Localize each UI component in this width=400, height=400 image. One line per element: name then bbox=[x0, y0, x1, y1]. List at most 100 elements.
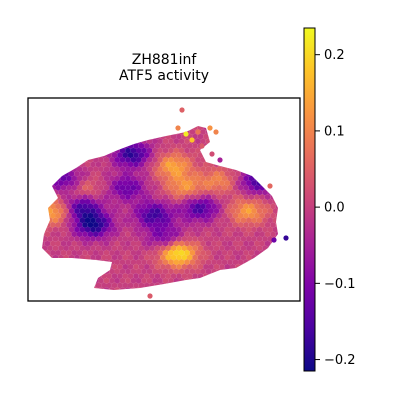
hex-spot bbox=[98, 193, 104, 201]
hex-spot bbox=[71, 212, 77, 219]
hex-spot bbox=[87, 259, 94, 266]
hex-spot bbox=[216, 240, 222, 247]
hex-spot bbox=[71, 156, 77, 163]
hex-spot bbox=[98, 128, 104, 136]
hex-spot bbox=[229, 245, 236, 252]
hex-spot bbox=[232, 231, 239, 238]
hex-spot bbox=[229, 180, 236, 187]
hex-spot bbox=[284, 199, 289, 205]
hex-spot bbox=[119, 249, 126, 256]
hex-spot bbox=[104, 120, 109, 126]
hex-spot bbox=[66, 203, 72, 210]
hex-spot bbox=[176, 217, 182, 224]
hex-spot bbox=[200, 259, 206, 266]
hex-spot bbox=[195, 221, 201, 229]
hex-spot bbox=[76, 138, 83, 145]
hex-spot bbox=[267, 207, 273, 215]
hex-spot bbox=[160, 152, 166, 159]
hex-spot bbox=[114, 286, 120, 290]
hex-spot bbox=[216, 277, 222, 284]
hex-spot bbox=[85, 126, 91, 131]
hex-spot bbox=[200, 286, 206, 290]
hex-spot bbox=[68, 161, 75, 168]
hex-spot bbox=[79, 142, 86, 149]
hex-spot bbox=[146, 184, 153, 191]
hex-spot bbox=[47, 126, 53, 131]
hex-spot bbox=[203, 198, 209, 205]
hex-spot bbox=[58, 180, 64, 187]
hex-spot bbox=[157, 212, 163, 219]
hex-spot bbox=[44, 240, 51, 247]
hex-spot bbox=[281, 268, 286, 274]
hex-spot bbox=[240, 161, 247, 168]
hex-spot bbox=[85, 115, 90, 121]
hex-spot bbox=[187, 254, 193, 261]
hex-spot bbox=[192, 263, 198, 270]
hex-spot bbox=[278, 180, 283, 186]
hex-spot bbox=[103, 249, 110, 256]
hex-spot bbox=[240, 189, 247, 196]
hex-spot bbox=[144, 180, 150, 187]
hex-spot bbox=[259, 166, 265, 173]
hex-spot bbox=[31, 199, 36, 205]
hex-spot bbox=[275, 138, 278, 145]
hex-spot bbox=[264, 277, 271, 284]
hex-spot bbox=[195, 249, 201, 256]
hex-spot bbox=[125, 166, 131, 173]
hex-spot bbox=[76, 277, 83, 284]
hex-spot bbox=[187, 282, 193, 289]
hex-spot bbox=[227, 240, 233, 247]
hex-spot bbox=[31, 134, 36, 140]
hex-spot bbox=[154, 226, 161, 233]
hex-spot bbox=[184, 156, 190, 163]
hex-spot bbox=[235, 133, 241, 140]
hex-spot bbox=[160, 126, 166, 131]
hex-spot bbox=[58, 217, 64, 224]
hex-spot bbox=[125, 231, 131, 238]
hex-spot bbox=[123, 115, 128, 121]
hex-spot bbox=[98, 286, 104, 290]
hex-spot bbox=[117, 133, 123, 140]
hex-spot bbox=[251, 152, 257, 159]
hex-spot bbox=[173, 175, 179, 182]
hex-spot bbox=[178, 203, 185, 210]
hex-spot bbox=[272, 161, 278, 168]
hex-spot bbox=[216, 193, 222, 201]
hex-spot bbox=[168, 138, 174, 145]
hex-spot bbox=[195, 193, 201, 201]
hex-spot bbox=[246, 282, 252, 289]
hex-spot bbox=[68, 198, 75, 205]
hex-spot bbox=[68, 152, 75, 159]
hex-spot bbox=[184, 240, 190, 247]
hex-spot bbox=[119, 184, 126, 191]
hex-spot bbox=[168, 128, 174, 136]
hex-spot bbox=[232, 147, 239, 154]
hex-spot bbox=[221, 193, 228, 201]
hex-spot bbox=[195, 240, 201, 247]
hex-spot bbox=[238, 212, 244, 219]
hex-spot bbox=[208, 133, 214, 140]
hex-spot bbox=[85, 170, 91, 177]
hex-spot bbox=[248, 286, 255, 290]
hex-spot bbox=[229, 273, 236, 280]
hex-spot bbox=[138, 142, 145, 149]
hex-spot bbox=[219, 115, 224, 121]
hex-spot bbox=[133, 152, 139, 159]
stray-spot bbox=[209, 151, 215, 157]
hex-spot bbox=[213, 217, 220, 224]
hex-spot bbox=[87, 268, 94, 275]
hex-spot bbox=[90, 198, 96, 205]
hex-spot bbox=[82, 166, 88, 173]
hex-spot bbox=[284, 171, 289, 177]
hex-spot bbox=[227, 231, 233, 238]
hex-spot bbox=[205, 240, 212, 247]
hex-spot bbox=[79, 207, 86, 215]
hex-spot bbox=[251, 226, 257, 233]
hex-spot bbox=[260, 120, 265, 126]
hex-spot bbox=[90, 207, 96, 215]
hex-spot bbox=[221, 212, 228, 219]
hex-spot bbox=[52, 142, 59, 149]
hex-spot bbox=[52, 170, 59, 177]
hex-spot bbox=[66, 231, 72, 238]
hex-spot bbox=[71, 286, 77, 290]
